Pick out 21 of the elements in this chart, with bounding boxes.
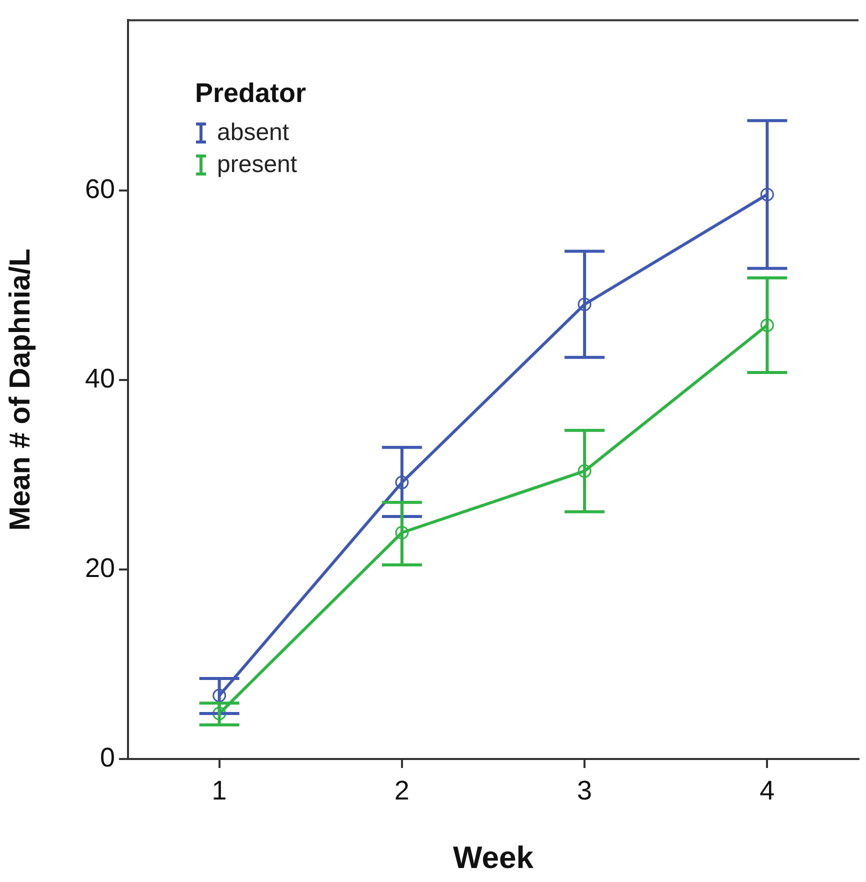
point — [395, 526, 409, 540]
x-tick-label: 2 — [394, 776, 410, 806]
x-tick-label: 3 — [577, 776, 592, 806]
x-tick-label: 1 — [212, 776, 227, 806]
x-axis-title: Week — [453, 840, 534, 875]
y-tick-label: 20 — [84, 553, 115, 584]
y-tick-label: 0 — [100, 742, 115, 772]
point — [395, 476, 409, 490]
y-axis-title: Mean # of Daphnia/L — [4, 248, 36, 531]
point — [212, 688, 226, 702]
x-tick-label: 4 — [760, 776, 775, 806]
point — [760, 318, 774, 332]
point — [212, 706, 226, 720]
point — [578, 298, 592, 312]
legend-title: Predator — [195, 78, 306, 109]
legend-label: absent — [217, 119, 290, 147]
point — [578, 464, 592, 478]
y-tick-label: 40 — [84, 364, 115, 394]
y-tick-label: 60 — [84, 174, 115, 204]
point — [760, 188, 774, 202]
legend-label: present — [217, 151, 298, 179]
